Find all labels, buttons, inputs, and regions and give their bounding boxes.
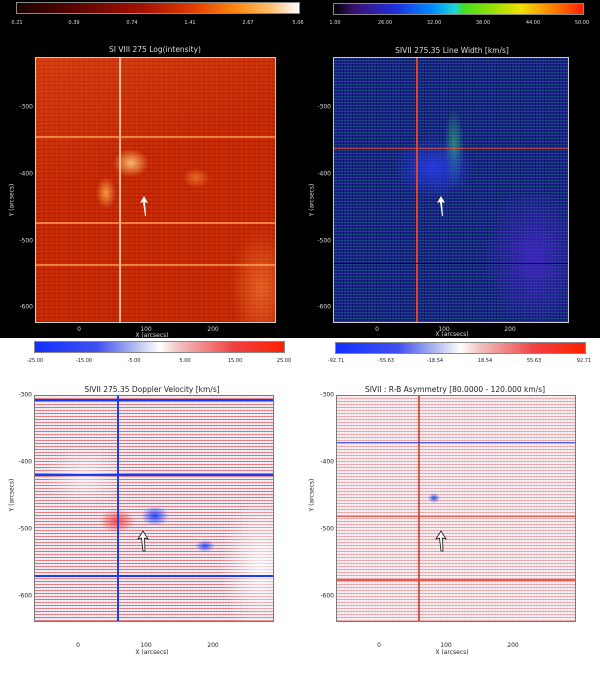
cbar-tick: 0.74	[126, 20, 138, 26]
cbar-tick: -92.71	[327, 358, 345, 364]
cbar-tick: 18.54	[477, 358, 493, 364]
x-axis-label: X (arcsecs)	[435, 331, 469, 338]
y-axis-label: Y (arcsecs)	[308, 478, 316, 512]
cbar-tick: 32.00	[426, 20, 442, 26]
plot-title: SIVII 275.35 Doppler Velocity [km/s]	[84, 385, 220, 394]
x-tick: 100	[440, 642, 452, 649]
scan-line	[36, 136, 275, 138]
x-axis-label: X (arcsecs)	[135, 649, 169, 656]
y-tick: -500	[18, 525, 32, 533]
cbar-tick: 38.00	[475, 20, 491, 26]
y-tick: -600	[317, 303, 331, 311]
plot-area-intensity	[35, 57, 276, 323]
colorbar-ticks-doppler: -25.00 -15.00 -5.00 5.00 15.00 25.00	[0, 358, 300, 366]
colorbar-ticks-line-width: 1.00 26.00 32.00 38.00 44.00 50.00	[300, 20, 600, 28]
scan-line	[35, 399, 273, 401]
panel-intensity: 0.21 0.39 0.74 1.41 2.67 5.06 SI VIII 27…	[0, 0, 304, 339]
cbar-tick: -55.63	[377, 358, 395, 364]
y-tick: -400	[18, 458, 32, 466]
colorbar-doppler-velocity	[34, 341, 285, 353]
cbar-tick: 1.41	[184, 20, 196, 26]
x-tick: 200	[207, 642, 219, 649]
panel-line-width: 1.00 26.00 32.00 38.00 44.00 50.00 SIVII…	[300, 0, 600, 338]
plot-title: SIVII 275.35 Line Width [km/s]	[395, 46, 509, 55]
y-tick: -300	[320, 391, 334, 399]
x-tick: 100	[140, 326, 152, 333]
panel-rb-asymmetry: -92.71 -55.63 -18.54 18.54 55.63 92.71 S…	[300, 338, 600, 677]
x-axis-label: X (arcsecs)	[135, 332, 169, 339]
colorbar-ticks-intensity: 0.21 0.39 0.74 1.41 2.67 5.06	[0, 20, 304, 28]
x-tick: 100	[438, 326, 450, 333]
slit-line	[117, 396, 119, 621]
cbar-tick: 25.00	[276, 358, 292, 364]
scan-line	[334, 148, 568, 149]
scan-line	[36, 264, 275, 266]
cbar-tick: 55.63	[526, 358, 542, 364]
y-tick: -400	[317, 170, 331, 178]
y-tick: -500	[320, 525, 334, 533]
y-tick: -300	[19, 103, 33, 111]
scan-line	[36, 222, 275, 224]
colorbar-ticks-rb-asymmetry: -92.71 -55.63 -18.54 18.54 55.63 92.71	[300, 358, 600, 366]
cbar-tick: -18.54	[426, 358, 444, 364]
plot-area-rb-asymmetry	[336, 395, 576, 622]
plot-title: SIVII : R-B Asymmetry [80.0000 - 120.000…	[364, 385, 546, 394]
x-tick: 200	[507, 642, 519, 649]
y-tick: -400	[320, 458, 334, 466]
cbar-tick: 5.00	[179, 358, 191, 364]
y-tick: -600	[18, 592, 32, 600]
colorbar-line-width	[333, 3, 584, 15]
cbar-tick: 1.00	[329, 20, 341, 26]
x-tick: 200	[207, 326, 219, 333]
slit-line	[418, 396, 420, 621]
plot-area-doppler-velocity	[34, 395, 274, 622]
y-tick: -300	[317, 103, 331, 111]
plot-title: SI VIII 275 Log(intensity)	[109, 45, 201, 54]
y-tick: -600	[19, 303, 33, 311]
scan-line	[35, 575, 273, 577]
cbar-tick: 44.00	[525, 20, 541, 26]
x-tick: 0	[77, 326, 81, 333]
scan-line	[334, 263, 568, 264]
y-tick: -300	[18, 391, 32, 399]
cbar-tick: 0.39	[68, 20, 80, 26]
cbar-tick: 15.00	[227, 358, 243, 364]
y-axis-label: Y (arcsecs)	[8, 478, 16, 512]
scan-line	[337, 442, 575, 443]
y-tick: -600	[320, 592, 334, 600]
y-axis-label: Y (arcsecs)	[308, 183, 316, 217]
cbar-tick: -5.00	[127, 358, 141, 364]
cbar-tick: 92.71	[576, 358, 592, 364]
y-tick: -400	[19, 170, 33, 178]
panel-doppler-velocity: -25.00 -15.00 -5.00 5.00 15.00 25.00 SIV…	[0, 338, 300, 677]
x-tick: 200	[504, 326, 516, 333]
cbar-tick: -25.00	[26, 358, 44, 364]
plot-area-line-width	[333, 57, 569, 323]
y-tick: -500	[317, 237, 331, 245]
cbar-tick: 2.67	[242, 20, 254, 26]
colorbar-rb-asymmetry	[335, 342, 586, 354]
slit-line	[416, 58, 418, 322]
x-tick: 100	[140, 642, 152, 649]
colorbar-intensity	[16, 2, 300, 14]
y-tick: -500	[19, 237, 33, 245]
cbar-tick: 50.00	[574, 20, 590, 26]
cbar-tick: 0.21	[11, 20, 23, 26]
x-tick: 0	[76, 642, 80, 649]
x-tick: 0	[375, 326, 379, 333]
y-axis-label: Y (arcsecs)	[8, 183, 16, 217]
x-tick: 0	[377, 642, 381, 649]
cbar-tick: -15.00	[75, 358, 93, 364]
scan-line	[35, 474, 273, 476]
cbar-tick: 5.06	[292, 20, 304, 26]
cbar-tick: 26.00	[377, 20, 393, 26]
scan-line	[337, 516, 575, 517]
x-axis-label: X (arcsecs)	[435, 649, 469, 656]
slit-line	[119, 58, 121, 322]
scan-line	[337, 579, 575, 581]
